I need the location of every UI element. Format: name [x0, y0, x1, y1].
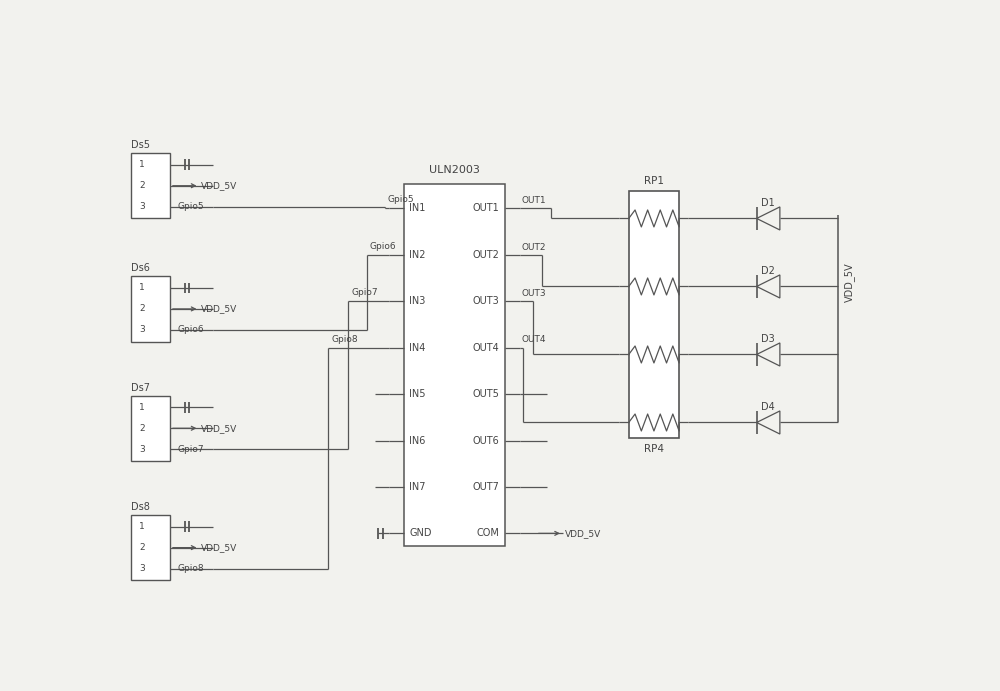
- Text: OUT1: OUT1: [521, 196, 546, 205]
- Text: VDD_5V: VDD_5V: [201, 181, 237, 190]
- Text: ULN2003: ULN2003: [429, 165, 480, 175]
- Text: 3: 3: [139, 445, 145, 454]
- Text: OUT6: OUT6: [473, 435, 499, 446]
- Bar: [131, 515, 170, 580]
- Text: OUT5: OUT5: [472, 389, 499, 399]
- Text: 2: 2: [139, 305, 145, 314]
- Text: OUT2: OUT2: [521, 243, 546, 252]
- Text: OUT7: OUT7: [472, 482, 499, 492]
- Text: IN3: IN3: [409, 296, 426, 306]
- Text: OUT1: OUT1: [473, 203, 499, 214]
- Text: OUT4: OUT4: [521, 336, 546, 345]
- Bar: [629, 191, 679, 438]
- Text: Gpio5: Gpio5: [388, 196, 414, 205]
- Text: VDD_5V: VDD_5V: [201, 305, 237, 314]
- Text: 1: 1: [139, 160, 145, 169]
- Text: 1: 1: [139, 522, 145, 531]
- Text: IN5: IN5: [409, 389, 426, 399]
- Text: OUT3: OUT3: [521, 289, 546, 298]
- Text: D3: D3: [761, 334, 774, 344]
- Text: D1: D1: [761, 198, 774, 208]
- Text: Ds5: Ds5: [131, 140, 150, 150]
- Text: OUT2: OUT2: [472, 250, 499, 260]
- Text: VDD_5V: VDD_5V: [201, 543, 237, 552]
- Text: Gpio8: Gpio8: [178, 564, 204, 573]
- Text: OUT4: OUT4: [473, 343, 499, 352]
- Text: VDD_5V: VDD_5V: [201, 424, 237, 433]
- Text: 2: 2: [139, 181, 145, 190]
- Bar: [131, 395, 170, 461]
- Text: 1: 1: [139, 403, 145, 412]
- Text: IN1: IN1: [409, 203, 426, 214]
- Text: GND: GND: [409, 529, 432, 538]
- Text: IN7: IN7: [409, 482, 426, 492]
- Text: RP1: RP1: [644, 176, 664, 186]
- Text: 3: 3: [139, 202, 145, 211]
- Text: COM: COM: [476, 529, 499, 538]
- Text: VDD_5V: VDD_5V: [564, 529, 601, 538]
- Text: VDD_5V: VDD_5V: [844, 262, 855, 302]
- Text: Gpio7: Gpio7: [178, 445, 204, 454]
- Text: Gpio5: Gpio5: [178, 202, 204, 211]
- Text: 2: 2: [139, 424, 145, 433]
- Bar: [131, 153, 170, 218]
- Text: 3: 3: [139, 325, 145, 334]
- Text: Gpio6: Gpio6: [370, 242, 397, 251]
- Text: Gpio8: Gpio8: [331, 334, 358, 343]
- Text: RP4: RP4: [644, 444, 664, 454]
- Text: 1: 1: [139, 283, 145, 292]
- Text: 3: 3: [139, 564, 145, 573]
- Text: Ds8: Ds8: [131, 502, 150, 512]
- Text: OUT3: OUT3: [473, 296, 499, 306]
- Text: Ds6: Ds6: [131, 263, 150, 274]
- Text: Ds7: Ds7: [131, 383, 150, 393]
- Text: D2: D2: [761, 266, 774, 276]
- Bar: [404, 184, 505, 546]
- Text: Gpio6: Gpio6: [178, 325, 204, 334]
- Text: D4: D4: [761, 402, 774, 412]
- Text: IN6: IN6: [409, 435, 426, 446]
- Text: Gpio7: Gpio7: [351, 288, 378, 297]
- Bar: [131, 276, 170, 341]
- Text: IN4: IN4: [409, 343, 426, 352]
- Text: 2: 2: [139, 543, 145, 552]
- Text: IN2: IN2: [409, 250, 426, 260]
